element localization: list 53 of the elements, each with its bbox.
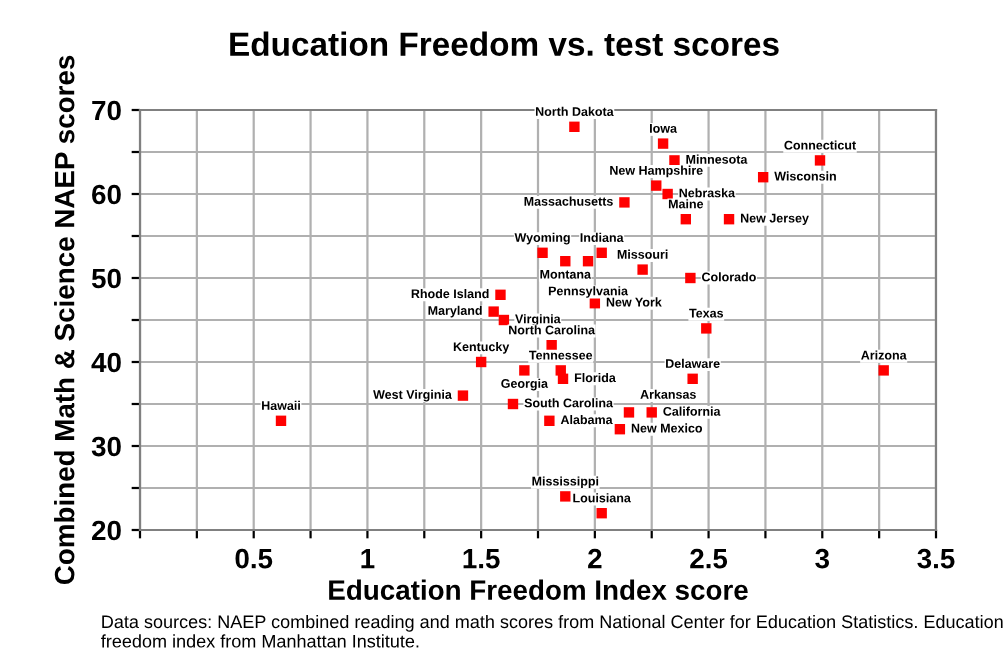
point	[560, 491, 571, 502]
point	[596, 508, 607, 519]
point	[589, 298, 601, 309]
point	[685, 272, 696, 284]
y-tick-label: 20	[92, 520, 121, 541]
x-tick-label: 3	[815, 548, 830, 569]
point	[275, 415, 287, 426]
y-axis-title: Combined Math & Science NAEP scores	[54, 55, 75, 585]
point	[623, 407, 635, 418]
point	[596, 247, 607, 258]
point	[701, 323, 712, 334]
point	[657, 138, 669, 149]
point	[814, 155, 826, 166]
x-tick-label: 2.5	[690, 548, 728, 569]
point	[560, 256, 571, 267]
point	[488, 306, 499, 317]
point	[669, 155, 680, 166]
point	[546, 340, 557, 351]
y-tick-label: 40	[91, 352, 121, 373]
point	[457, 390, 469, 401]
x-axis-title: Education Freedom Index score	[329, 579, 748, 600]
x-tick-label: 1.5	[463, 549, 500, 569]
point	[662, 188, 673, 200]
point	[614, 424, 626, 435]
point	[557, 373, 569, 384]
point	[544, 415, 555, 426]
point	[637, 264, 648, 275]
x-tick-label: 0.5	[235, 548, 273, 569]
point	[537, 247, 548, 258]
x-tick-label: 1	[361, 549, 375, 569]
y-tick-label: 30	[91, 436, 121, 457]
point	[498, 314, 510, 326]
point	[687, 373, 698, 384]
y-tick-label: 70	[92, 100, 121, 121]
x-tick-label: 3.5	[917, 548, 955, 569]
point	[646, 407, 657, 418]
point	[569, 121, 580, 132]
point	[651, 180, 662, 191]
point	[582, 256, 594, 267]
point	[495, 289, 506, 300]
point	[757, 172, 769, 183]
chart-title: Education Freedom vs. test scores	[230, 31, 779, 56]
x-tick-label: 2	[588, 548, 602, 569]
point	[507, 398, 519, 410]
point	[519, 365, 530, 376]
y-tick-label: 60	[92, 184, 121, 205]
y-tick-label: 50	[91, 268, 121, 289]
point	[619, 197, 630, 208]
point	[680, 214, 692, 225]
point	[723, 214, 735, 225]
point	[475, 356, 487, 368]
point	[878, 365, 889, 376]
text: Data sources: NAEP combined reading and math scores from National Center for Education Statistics. Education freedom index from Manhattan Institute.	[101, 614, 1003, 648]
